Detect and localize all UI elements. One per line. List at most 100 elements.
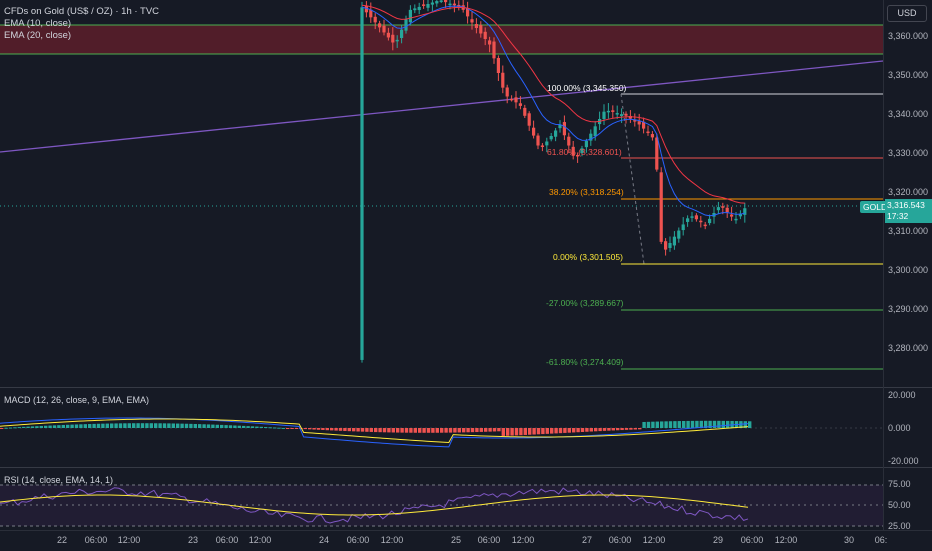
macd-bar	[136, 423, 140, 428]
candle-body	[378, 23, 382, 28]
macd-bar	[690, 420, 695, 428]
candle-body	[584, 141, 588, 148]
time-label: 29	[712, 535, 724, 545]
macd-pane-separator[interactable]	[0, 387, 932, 388]
macd-line	[0, 417, 749, 448]
macd-bar	[206, 424, 211, 428]
time-label: 12:00	[511, 535, 535, 545]
time-label: 12:00	[642, 535, 666, 545]
macd-bar	[418, 428, 422, 433]
bar-countdown: 17:32	[887, 211, 909, 221]
candle-body	[681, 224, 685, 231]
rsi-title[interactable]: RSI (14, close, EMA, 14, 1)	[4, 475, 114, 485]
macd-bar	[616, 428, 620, 431]
macd-bar	[541, 428, 545, 435]
rsi-axis-label: 25.00	[888, 521, 911, 531]
macd-bar	[563, 428, 567, 433]
time-label: 12:00	[117, 535, 141, 545]
candle-body	[391, 34, 395, 43]
macd-bar	[224, 425, 228, 428]
rsi-pane-separator[interactable]	[0, 467, 932, 468]
candle-body	[474, 23, 478, 28]
fib-label-618[interactable]: 61.80% (3,328.601)	[547, 147, 622, 157]
macd-bar	[189, 423, 193, 428]
macd-bar	[413, 428, 417, 433]
candle-body	[413, 8, 417, 11]
macd-bar	[726, 420, 730, 428]
time-axis[interactable]	[0, 530, 932, 551]
macd-title[interactable]: MACD (12, 26, close, 9, EMA, EMA)	[4, 395, 150, 405]
price-label: 3,350.000	[888, 70, 929, 80]
macd-bar	[105, 423, 109, 428]
macd-bar	[624, 428, 629, 430]
trendline[interactable]	[0, 60, 884, 153]
candle-body	[488, 40, 492, 45]
currency-button[interactable]: USD	[887, 5, 927, 22]
macd-bar	[629, 428, 633, 430]
macd-bar	[8, 427, 13, 429]
candle-body	[483, 31, 487, 39]
macd-bar	[712, 420, 717, 428]
candle-body	[536, 135, 540, 146]
macd-bar	[532, 428, 536, 435]
macd-bar	[365, 428, 369, 432]
macd-bar	[149, 423, 153, 428]
time-label: 06:00	[608, 535, 632, 545]
macd-bar	[180, 423, 184, 428]
candle-body	[642, 121, 646, 129]
macd-bar	[140, 423, 145, 428]
macd-bar	[303, 428, 307, 430]
macd-bar	[101, 423, 105, 428]
macd-bar	[374, 428, 378, 433]
macd-bar	[523, 428, 527, 435]
candle-body	[496, 57, 500, 73]
price-label: 3,280.000	[888, 343, 929, 353]
time-label: 30	[843, 535, 855, 545]
fib-label-100[interactable]: 100.00% (3,345.350)	[547, 83, 627, 93]
candle-body	[633, 120, 637, 122]
macd-bar	[554, 428, 558, 434]
candle-body	[382, 25, 386, 33]
time-label: 06:00	[477, 535, 501, 545]
fib-trend-connector	[620, 93, 645, 265]
macd-bar	[268, 427, 272, 429]
rsi-ma-line	[0, 494, 749, 516]
macd-bar	[462, 428, 466, 433]
macd-bar	[321, 428, 325, 430]
candle-body	[386, 32, 390, 38]
symbol-title[interactable]: CFDs on Gold (US$ / OZ) · 1h · TVC	[4, 6, 160, 17]
candle-body	[637, 121, 641, 125]
candle-body	[444, 0, 448, 3]
macd-bar	[145, 423, 149, 428]
macd-bar	[211, 424, 215, 428]
macd-bar	[550, 428, 554, 434]
candle-body	[501, 72, 505, 88]
macd-bar	[576, 428, 580, 433]
candles-group	[360, 0, 747, 363]
ema20-legend[interactable]: EMA (20, close)	[4, 30, 72, 41]
macd-bar	[453, 428, 457, 433]
candle-body	[492, 41, 496, 59]
candle-body	[664, 241, 668, 250]
macd-bar	[743, 421, 747, 428]
macd-bar	[655, 421, 659, 428]
candle-body	[404, 19, 408, 31]
macd-bar	[237, 425, 241, 428]
macd-bar	[673, 421, 677, 428]
candle-body	[479, 25, 483, 34]
macd-bar	[299, 428, 303, 429]
macd-bar	[479, 428, 483, 432]
macd-bar	[202, 424, 206, 428]
macd-bar	[396, 428, 400, 433]
fib-label-neg618[interactable]: -61.80% (3,274.409)	[546, 357, 624, 367]
macd-bar	[602, 428, 607, 431]
candle-body	[611, 110, 615, 112]
fib-label-382[interactable]: 38.20% (3,318.254)	[549, 187, 624, 197]
macd-bar	[184, 423, 189, 428]
fib-label-neg27[interactable]: -27.00% (3,289.667)	[546, 298, 624, 308]
macd-bar	[510, 428, 514, 436]
ema10-legend[interactable]: EMA (10, close)	[4, 18, 72, 29]
fib-label-0[interactable]: 0.00% (3,301.505)	[553, 252, 623, 262]
macd-bar	[233, 425, 237, 428]
